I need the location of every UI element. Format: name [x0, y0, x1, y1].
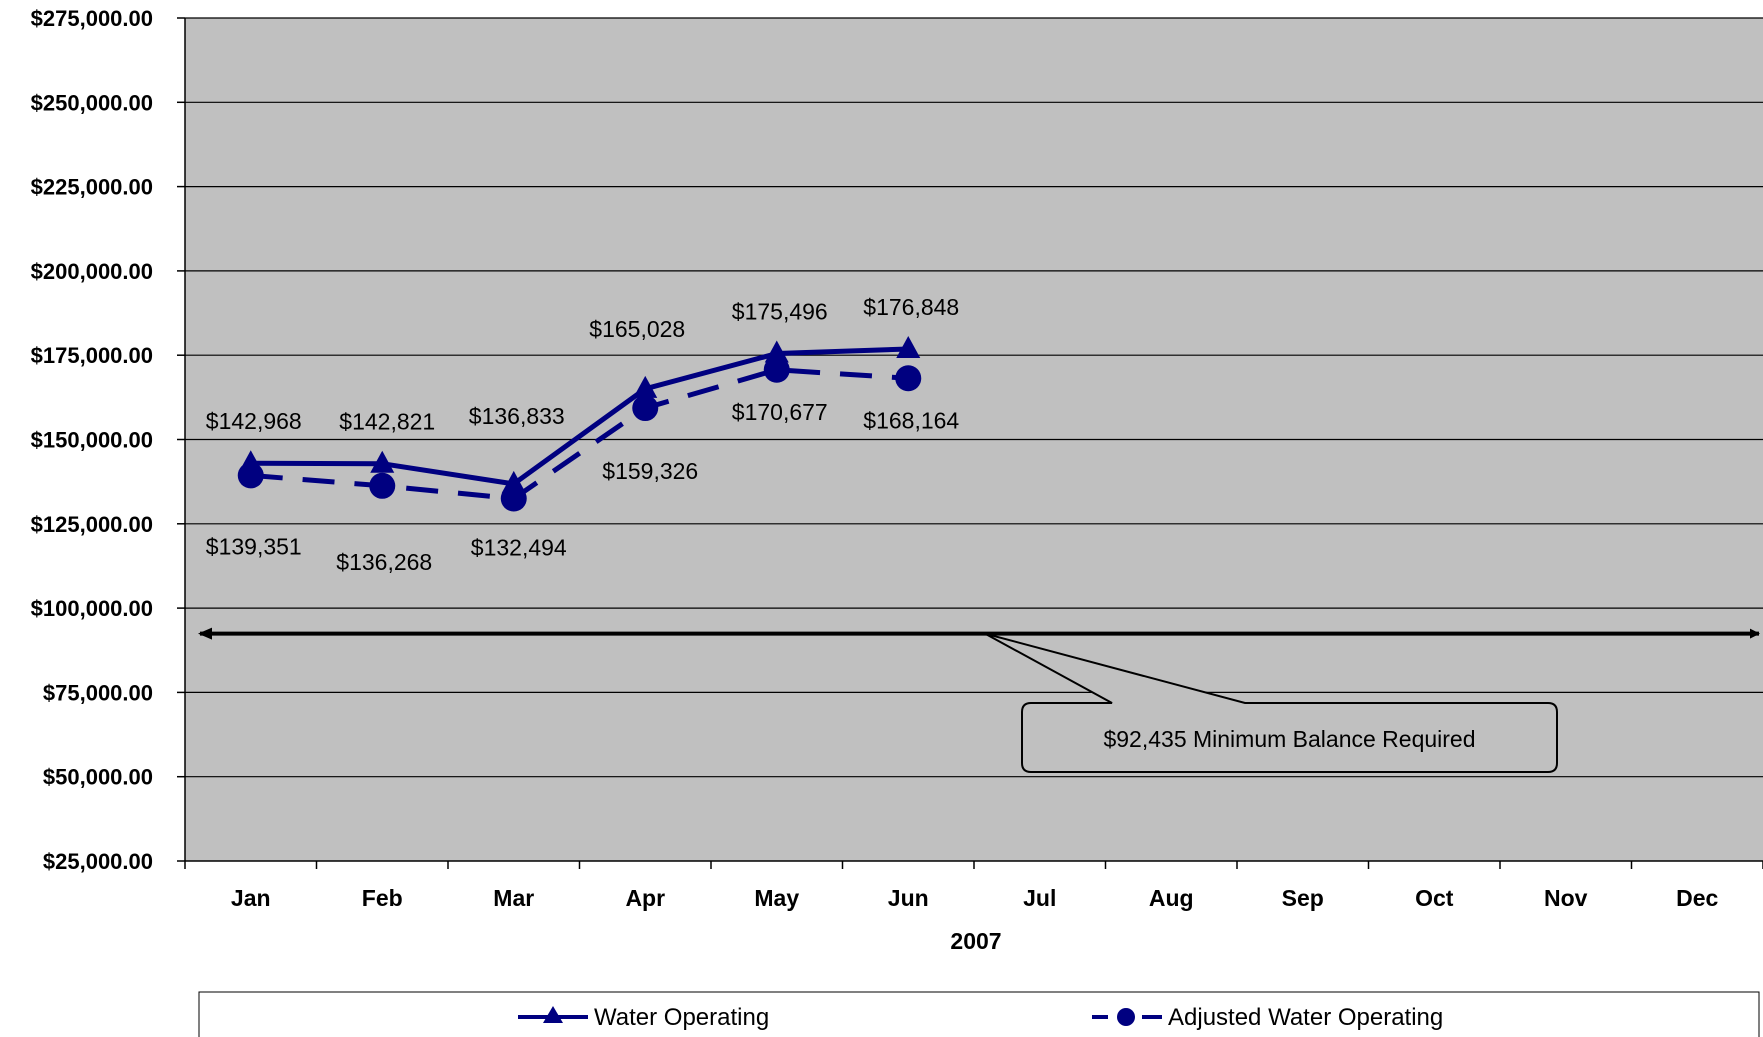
data-point-adjusted-water-operating — [500, 485, 527, 512]
legend-label-water-operating: Water Operating — [594, 1004, 769, 1031]
y-tick-label: $125,000.00 — [31, 512, 153, 537]
x-tick-label: Aug — [1149, 885, 1194, 911]
data-point-adjusted-water-operating — [632, 395, 659, 422]
y-tick-label: $275,000.00 — [31, 6, 153, 31]
legend-box — [198, 991, 1760, 1037]
minimum-balance-annotation: $92,435 Minimum Balance Required — [1103, 726, 1475, 752]
y-tick-label: $50,000.00 — [43, 765, 153, 790]
data-label-water-operating: $142,968 — [206, 408, 302, 434]
data-label-water-operating: $175,496 — [732, 299, 828, 325]
data-point-adjusted-water-operating — [895, 365, 922, 392]
data-label-water-operating: $165,028 — [589, 316, 685, 342]
y-tick-label: $25,000.00 — [43, 849, 153, 874]
data-label-water-operating: $142,821 — [339, 409, 435, 435]
x-tick-label: Apr — [625, 885, 665, 911]
data-label-water-operating: $176,848 — [863, 294, 959, 320]
x-tick-label: Nov — [1544, 885, 1588, 911]
minimum-balance-callout — [984, 632, 1558, 773]
y-tick-label: $200,000.00 — [31, 259, 153, 284]
data-point-adjusted-water-operating — [763, 356, 790, 383]
x-tick-label: Jul — [1023, 885, 1056, 911]
data-point-adjusted-water-operating — [237, 462, 264, 489]
y-tick-label: $225,000.00 — [31, 175, 153, 200]
series-line-water-operating — [250, 346, 909, 487]
y-tick-label: $250,000.00 — [31, 90, 153, 115]
data-label-adjusted-water-operating: $170,677 — [732, 399, 828, 425]
y-tick-label: $75,000.00 — [43, 680, 153, 705]
legend-marker-triangle — [543, 1006, 563, 1023]
data-label-adjusted-water-operating: $168,164 — [863, 407, 959, 433]
data-label-water-operating: $136,833 — [469, 403, 565, 429]
x-axis-label: 2007 — [950, 928, 1001, 954]
x-tick-label: Sep — [1282, 885, 1324, 911]
data-point-water-operating — [633, 375, 658, 398]
data-point-adjusted-water-operating — [369, 472, 396, 499]
data-point-water-operating — [896, 335, 921, 358]
y-tick-label: $100,000.00 — [31, 596, 153, 621]
legend-marker-circle — [1117, 1008, 1135, 1026]
legend-label-adjusted-water-operating: Adjusted Water Operating — [1168, 1004, 1443, 1031]
data-label-adjusted-water-operating: $139,351 — [206, 533, 302, 559]
x-tick-label: Mar — [493, 885, 534, 911]
data-point-water-operating — [370, 450, 395, 473]
y-tick-label: $175,000.00 — [31, 343, 153, 368]
x-tick-label: Feb — [362, 885, 403, 911]
x-tick-label: Jun — [888, 885, 929, 911]
data-label-adjusted-water-operating: $159,326 — [602, 458, 698, 484]
x-tick-label: Oct — [1415, 885, 1454, 911]
data-label-adjusted-water-operating: $132,494 — [471, 535, 567, 561]
data-label-adjusted-water-operating: $136,268 — [336, 549, 432, 575]
y-tick-label: $150,000.00 — [31, 428, 153, 453]
x-tick-label: Dec — [1676, 885, 1718, 911]
x-tick-label: Jan — [231, 885, 271, 911]
x-tick-label: May — [754, 885, 799, 911]
minimum-balance-arrow-left — [198, 627, 212, 640]
series-line-adjusted-water-operating — [250, 367, 909, 502]
data-point-water-operating — [764, 340, 789, 363]
